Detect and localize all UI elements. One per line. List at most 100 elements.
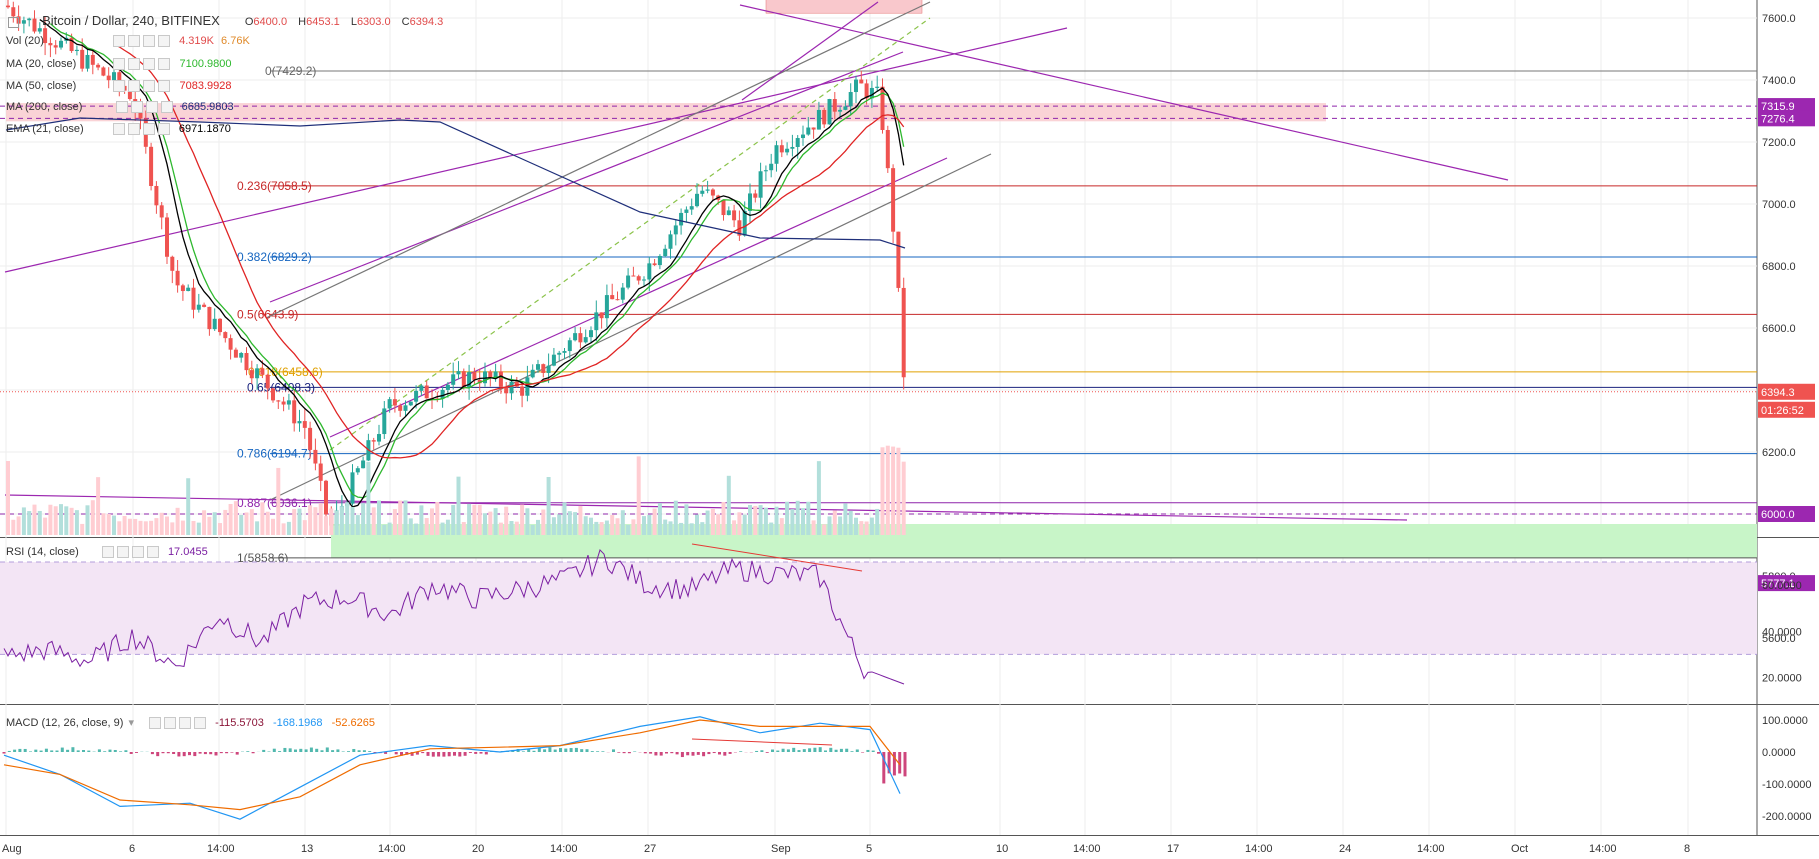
settings-icon[interactable] [128,58,141,71]
more-icon[interactable] [158,35,171,48]
macd-bar [405,752,409,755]
volume-bar [430,508,434,535]
macd-bar [792,747,796,752]
indicator-ma200[interactable]: MA (200, close) 6685.9803 [6,101,234,114]
macd-bar [262,749,266,752]
macd-bar [458,752,462,757]
candle-body [11,7,16,17]
more-icon[interactable] [194,717,207,730]
macd-bar [834,749,838,752]
macd-bar [357,750,361,752]
macd-legend[interactable]: MACD (12, 26, close, 9) ▾ -115.5703 -168… [6,716,375,730]
close-icon[interactable] [143,58,156,71]
macd-histogram [2,747,907,784]
indicator-vol[interactable]: Vol (20) 4.319K 6.76K [6,35,250,48]
close-icon[interactable] [131,546,144,559]
indicator-ma20[interactable]: MA (20, close) 7100.9800 [6,58,232,71]
time-axis-label: 14:00 [207,843,235,855]
indicator-ma50[interactable]: MA (50, close) 7083.9928 [6,80,232,93]
more-icon[interactable] [157,123,170,136]
price-badge-label: 7315.9 [1761,101,1795,113]
macd-bar [707,752,711,755]
candle-body [361,460,366,469]
candle-body [604,295,609,319]
price-axis-label: 7600.0 [1762,13,1796,25]
candle-body [827,99,832,125]
eye-icon[interactable] [101,546,114,559]
close-icon[interactable] [179,717,192,730]
volume-bar [467,503,472,535]
macd-bar [352,748,356,752]
volume-bar [159,512,164,535]
settings-icon[interactable] [164,717,177,730]
candle-body [403,405,408,411]
close-icon[interactable] [143,35,156,48]
price-axis-label: 6600.0 [1762,323,1796,335]
candle-body [477,379,482,384]
eye-icon[interactable] [113,35,126,48]
volume-bar [403,500,408,535]
more-icon[interactable] [146,546,159,559]
eye-icon[interactable] [115,101,128,114]
volume-bar [106,513,111,535]
volume-bar [679,522,684,535]
volume-bar [21,507,26,535]
volume-bar [854,517,858,535]
volume-bar [541,509,546,535]
candle-body [244,353,249,371]
resistance-zone [6,103,1326,122]
macd-bar [585,749,589,752]
volume-bar [520,504,525,535]
candle-body [896,231,901,288]
close-icon[interactable] [145,101,158,114]
macd-line [3,716,901,820]
candle-body [838,109,843,112]
candle-body [689,206,694,210]
symbol-menu-icon[interactable] [8,16,19,28]
macd-bar [320,750,324,752]
eye-icon[interactable] [113,80,126,93]
more-icon[interactable] [160,101,173,114]
indicator-ema21[interactable]: EMA (21, close) 6971.1870 [6,123,231,136]
candle-body [371,440,376,442]
price-badge-label: 6000.0 [1761,509,1795,521]
candle-body [228,338,233,350]
eye-icon[interactable] [112,123,125,136]
macd-bar [786,749,790,752]
settings-icon[interactable] [116,546,129,559]
price-axis-label: 7000.0 [1762,199,1796,211]
settings-icon[interactable] [127,123,140,136]
close-icon[interactable] [143,80,156,93]
candle-body [509,381,514,394]
settings-icon[interactable] [128,35,141,48]
symbol-title[interactable]: Bitcoin / Dollar, 240, BITFINEX [42,13,220,28]
volume-bar [117,521,122,535]
macd-bar [564,748,568,752]
volume-bar [551,517,556,535]
volume-bar [795,500,800,535]
more-icon[interactable] [158,58,171,71]
close-icon[interactable] [142,123,155,136]
macd-bar [44,748,48,752]
volume-bar [536,519,540,535]
eye-icon[interactable] [113,58,126,71]
macd-bar [680,752,684,758]
settings-icon[interactable] [130,101,143,114]
rsi-legend[interactable]: RSI (14, close) 17.0455 [6,546,208,559]
volume-bar [599,522,604,535]
macd-bar [670,752,674,754]
macd-bar [135,752,138,753]
macd-bar [34,749,38,752]
volume-bar [37,510,42,535]
candle-body [424,385,429,399]
candle-body [488,371,493,378]
rsi-axis-label: 60.0000 [1762,580,1802,592]
volume-bar [774,506,779,535]
chevron-down-icon[interactable]: ▾ [128,717,134,729]
macd-bar [288,748,292,752]
volume-bar [504,506,509,535]
eye-icon[interactable] [149,717,162,730]
more-icon[interactable] [158,80,171,93]
settings-icon[interactable] [128,80,141,93]
